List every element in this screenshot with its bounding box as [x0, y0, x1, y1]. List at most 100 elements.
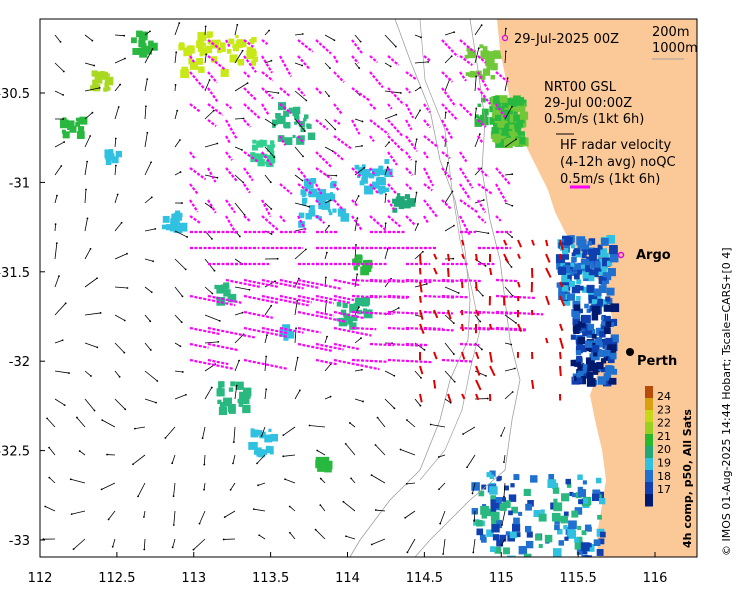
- hf-vector: [489, 351, 493, 363]
- model-vector: [114, 314, 125, 321]
- model-vector: [234, 50, 243, 64]
- model-vector-head: [229, 488, 232, 491]
- sst-cell: [228, 39, 233, 44]
- model-vector-head: [510, 266, 513, 268]
- coastal-sst-cell: [581, 530, 587, 536]
- model-vector-head: [356, 273, 359, 276]
- coastal-sst-cell: [577, 336, 586, 345]
- hf-vector: [461, 323, 465, 332]
- sst-cell: [294, 121, 298, 125]
- model-vector-head: [348, 422, 351, 424]
- model-vector: [375, 444, 386, 456]
- gsl-vector: [225, 119, 238, 140]
- model-vector: [204, 286, 213, 294]
- model-vector-head: [427, 60, 430, 63]
- model-vector-head: [44, 505, 47, 508]
- sst-cell: [266, 144, 274, 152]
- coastal-sst-cell: [544, 534, 553, 543]
- coastal-sst-cell: [573, 248, 581, 255]
- coastal-sst-cell: [574, 537, 580, 543]
- hf-vector: [503, 253, 510, 264]
- coastal-sst-cell: [493, 123, 498, 128]
- gsl-vector: [279, 294, 312, 304]
- model-vector-head: [241, 149, 243, 151]
- model-vector: [504, 202, 513, 207]
- sst-cell: [466, 47, 471, 52]
- colorbar-tick-label: 21: [657, 430, 671, 443]
- colorbar-tick-label: 22: [657, 417, 671, 430]
- coastal-sst-cell: [569, 280, 576, 287]
- model-vector: [294, 62, 303, 66]
- model-vector: [144, 106, 147, 120]
- model-vector-head: [511, 204, 514, 207]
- coastal-sst-cell: [584, 524, 592, 531]
- model-vector-head: [486, 397, 489, 400]
- sst-cell: [269, 150, 275, 156]
- gsl-vector: [315, 358, 339, 366]
- gsl-vector: [189, 326, 220, 336]
- model-vector-head: [149, 30, 151, 33]
- model-vector: [144, 398, 157, 403]
- model-vector-head: [405, 482, 408, 485]
- model-vector-head: [406, 551, 409, 554]
- coastal-sst-cell: [573, 304, 581, 311]
- model-vector: [204, 26, 207, 36]
- model-vector: [294, 146, 304, 157]
- gsl-vector: [405, 103, 415, 119]
- model-vector-head: [232, 441, 235, 443]
- model-vector: [79, 450, 86, 456]
- gsl-vector: [441, 135, 449, 144]
- coastal-sst-cell: [558, 540, 565, 546]
- coastal-sst-cell: [575, 350, 582, 356]
- model-vector-head: [316, 449, 319, 452]
- gsl-vector: [243, 167, 254, 182]
- sst-cell: [395, 197, 400, 202]
- coastal-sst-cell: [502, 106, 510, 113]
- model-vector: [414, 61, 429, 64]
- coastal-sst-cell: [574, 541, 583, 550]
- model-vector: [174, 84, 176, 92]
- coastal-sst-cell: [589, 253, 597, 262]
- sst-cell: [300, 189, 307, 196]
- model-vector: [444, 225, 455, 232]
- model-vector: [54, 195, 58, 204]
- model-vector: [84, 161, 88, 176]
- model-vector-head: [210, 206, 213, 209]
- coastal-sst-cell: [606, 275, 612, 281]
- model-vector: [174, 139, 181, 148]
- coastal-sst-cell: [489, 470, 496, 477]
- coastal-sst-cell: [588, 275, 595, 282]
- sst-cell: [332, 208, 337, 213]
- coastal-sst-cell: [553, 502, 563, 512]
- coastal-sst-cell: [553, 498, 558, 503]
- coastal-sst-cell: [577, 525, 582, 530]
- gsl-vector: [387, 167, 394, 178]
- sst-cell: [149, 42, 158, 51]
- coastal-sst-cell: [557, 528, 563, 535]
- model-vector: [264, 335, 268, 344]
- gsl-vector: [297, 167, 312, 186]
- model-vector: [204, 54, 207, 64]
- sst-cell: [289, 333, 293, 338]
- model-vector-head: [213, 269, 216, 272]
- hf-vector: [503, 239, 508, 246]
- gsl-vector: [405, 167, 414, 177]
- hf-vector: [475, 365, 481, 376]
- gsl-vector: [243, 39, 254, 48]
- model-vector-head: [184, 268, 187, 271]
- coastal-sst-cell: [600, 358, 607, 364]
- coastal-sst-cell: [564, 237, 573, 246]
- model-vector: [234, 385, 238, 400]
- coastal-sst-cell: [495, 109, 503, 118]
- model-vector: [294, 357, 299, 372]
- model-vector-head: [266, 334, 268, 337]
- sst-cell: [310, 178, 317, 184]
- model-vector-head: [232, 462, 234, 465]
- coastal-sst-cell: [602, 257, 611, 267]
- sst-cell: [308, 209, 316, 217]
- coastal-sst-cell: [504, 485, 509, 491]
- model-vector-head: [361, 144, 363, 147]
- model-vector-head: [511, 236, 514, 239]
- model-vector-head: [211, 237, 213, 240]
- sst-cell: [308, 188, 318, 198]
